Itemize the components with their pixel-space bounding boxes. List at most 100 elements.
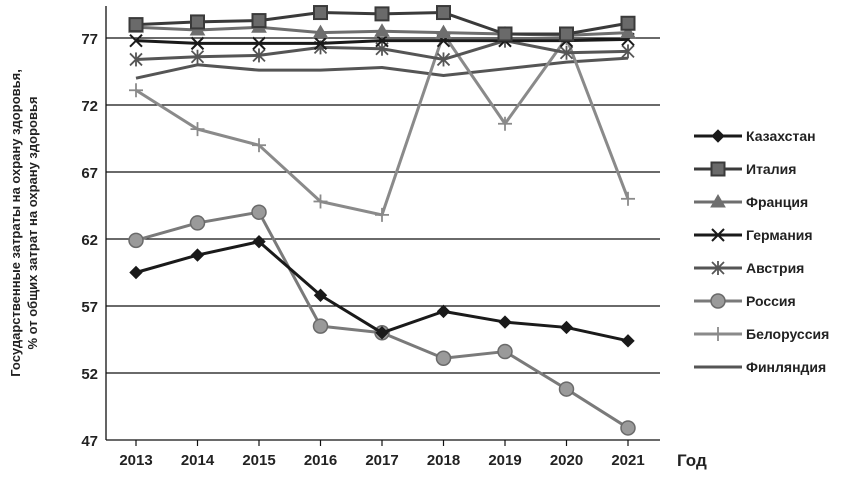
x-axis-ticks: 2013 2014 2015 2016 2017 2018 2019 2020 2021	[119, 440, 645, 469]
data-point	[252, 48, 266, 63]
series-8	[135, 56, 629, 80]
legend-item: Казахстан	[694, 128, 816, 144]
legend-marker	[711, 261, 725, 275]
x-tick-label: 2021	[611, 452, 644, 469]
data-point	[620, 24, 636, 39]
data-point	[190, 14, 205, 30]
x-tick-label: 2020	[550, 452, 583, 469]
data-point	[313, 36, 328, 51]
legend-marker-stroke	[711, 228, 725, 242]
x-tick-label: 2013	[119, 452, 152, 469]
data-point	[313, 288, 328, 302]
data-point	[559, 26, 574, 42]
legend-label: Франция	[746, 194, 808, 210]
data-point	[374, 6, 390, 22]
legend-label: Белоруссия	[746, 326, 829, 342]
data-point	[498, 116, 512, 131]
data-point	[252, 234, 266, 249]
data-point	[129, 52, 143, 67]
legend-marker	[710, 161, 726, 177]
legend-label: Австрия	[746, 260, 804, 276]
data-point	[621, 191, 635, 206]
data-point	[190, 248, 205, 262]
legend-marker	[711, 327, 725, 341]
data-point	[436, 304, 451, 319]
data-point	[375, 326, 389, 340]
legend-marker	[711, 129, 725, 143]
data-point	[498, 315, 512, 329]
series-line	[135, 56, 629, 80]
y-axis-label-line1: Государственные затраты на охрану здоров…	[8, 69, 23, 377]
x-tick-label: 2015	[242, 452, 275, 469]
data-point	[435, 350, 452, 367]
y-tick-label: 77	[81, 31, 98, 48]
legend-item: Франция	[694, 194, 808, 210]
x-tick-label: 2016	[304, 452, 337, 469]
data-point	[435, 24, 452, 39]
series-6	[128, 204, 636, 436]
legend: Казахстан Италия Франция Германия Австрия Рос…	[694, 128, 829, 375]
data-point	[436, 5, 451, 21]
data-point	[189, 215, 206, 231]
x-tick-label: 2018	[427, 452, 460, 469]
data-point-stroke	[313, 36, 328, 51]
data-point-stroke	[252, 36, 266, 51]
legend-item: Италия	[694, 161, 796, 177]
data-point	[559, 320, 574, 335]
data-point	[252, 138, 266, 153]
data-point	[313, 194, 328, 209]
y-tick-label: 62	[81, 232, 98, 249]
data-point	[313, 5, 328, 21]
y-tick-label: 67	[81, 165, 98, 182]
legend-item: Финляндия	[694, 359, 826, 375]
y-tick-label: 47	[81, 433, 98, 450]
data-point	[190, 36, 205, 51]
y-axis-ticks: 47 52 57 62 67 72 77	[81, 31, 98, 450]
data-point	[312, 24, 329, 39]
legend-item: Белоруссия	[694, 326, 829, 342]
legend-label: Германия	[746, 227, 813, 243]
y-tick-label: 52	[81, 366, 98, 383]
data-point	[129, 265, 143, 280]
data-point	[621, 44, 635, 59]
data-point-stroke	[129, 33, 143, 48]
data-point	[312, 318, 329, 334]
legend-marker	[710, 293, 726, 309]
gridlines	[106, 37, 660, 374]
legend-item: Россия	[694, 293, 796, 309]
data-point	[375, 207, 389, 222]
series-group	[128, 5, 636, 436]
legend-marker	[711, 228, 725, 242]
legend-label: Россия	[746, 293, 796, 309]
data-point	[620, 420, 636, 436]
data-point	[190, 122, 205, 137]
data-point	[128, 17, 144, 33]
data-point	[190, 49, 205, 64]
data-point	[251, 13, 267, 29]
data-point	[558, 381, 575, 397]
y-axis-label-line2: % от общих затрат на охрану здоровья	[25, 96, 40, 349]
series-2	[128, 5, 636, 42]
x-axis-label: Год	[677, 451, 707, 470]
legend-label: Финляндия	[746, 359, 826, 375]
data-point	[252, 36, 266, 51]
series-line	[135, 210, 629, 430]
data-point	[129, 83, 143, 98]
x-tick-label: 2017	[365, 452, 398, 469]
data-point	[621, 334, 635, 348]
x-tick-label: 2019	[488, 452, 521, 469]
data-point	[128, 232, 144, 249]
series-1	[129, 234, 635, 348]
legend-item: Германия	[694, 227, 813, 243]
data-point	[374, 23, 390, 37]
data-point	[620, 15, 636, 31]
data-point	[251, 204, 267, 220]
legend-label: Италия	[746, 161, 796, 177]
x-tick-label: 2014	[181, 452, 215, 469]
data-point	[497, 26, 513, 42]
legend-item: Австрия	[694, 260, 804, 276]
y-tick-label: 57	[81, 299, 98, 316]
data-point	[497, 343, 513, 360]
data-point-stroke	[190, 36, 205, 51]
